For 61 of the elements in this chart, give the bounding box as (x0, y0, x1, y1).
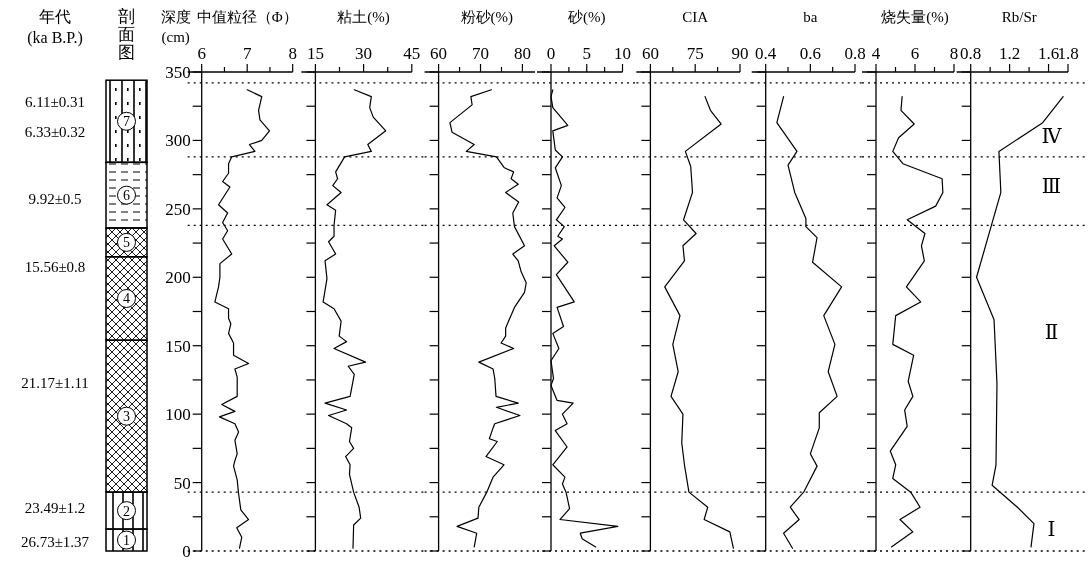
x-tick-label: 1.6 (1037, 44, 1060, 63)
x-tick-label: 60 (641, 44, 659, 63)
x-tick-label: 7 (242, 44, 252, 63)
text: 23.49±1.2 (24, 500, 86, 517)
x-tick-label: 8 (288, 44, 297, 63)
x-tick-label: 5 (582, 44, 591, 63)
text: 年代 (ka B.P.) (27, 8, 83, 47)
series-label: 7 (123, 114, 130, 130)
x-tick-label: 90 (731, 44, 749, 63)
text: 15.56±0.8 (24, 258, 86, 275)
x-tick-label: 10 (614, 44, 631, 63)
y-tick-label: 200 (165, 268, 191, 288)
y-tick-label: 250 (165, 199, 191, 219)
chart-title: 剖面图 (118, 7, 135, 62)
series-label: 1 (123, 533, 130, 549)
annotation: Ⅰ (1047, 518, 1056, 540)
text: 26.73±1.37 (20, 533, 90, 550)
chart-title: 砂(%) (567, 9, 606, 26)
series-label: 2 (123, 503, 130, 519)
x-tick-label: 70 (472, 44, 490, 63)
x-tick-label: 4 (871, 44, 881, 63)
chart-title: 粘土(%) (337, 9, 390, 26)
text: 9.92±0.5 (28, 191, 82, 207)
y-tick-label: 300 (165, 131, 191, 151)
x-tick-label: 0.4 (755, 44, 777, 63)
annotation: Ⅳ (1041, 125, 1063, 147)
y-axis-title: 深度 (cm) (160, 9, 191, 46)
series-label: 3 (123, 409, 130, 425)
x-tick-label: 0.6 (799, 44, 821, 63)
x-tick-label: 80 (513, 44, 531, 63)
annotation: Ⅲ (1041, 174, 1062, 197)
x-tick-label: 30 (355, 44, 373, 63)
y-tick-label: 150 (165, 336, 191, 356)
chart-title: ba (803, 9, 818, 25)
x-tick-label: 0.8 (844, 44, 866, 63)
y-tick-label: 100 (165, 405, 191, 425)
x-tick-label: 6 (197, 44, 206, 63)
x-tick-label: 1.2 (998, 44, 1021, 63)
chart-title: 烧失量(%) (881, 9, 949, 26)
annotation: Ⅱ (1044, 321, 1059, 343)
y-tick-label: 50 (173, 473, 191, 493)
chart-title: Rb/Sr (1001, 9, 1037, 25)
series-label: 5 (123, 235, 130, 251)
x-tick-label: 0 (546, 44, 556, 63)
x-tick-label: 45 (403, 44, 421, 63)
text: 6.33±0.32 (24, 123, 86, 140)
x-tick-label: 0.8 (960, 44, 982, 63)
x-tick-label: 75 (686, 44, 704, 63)
x-tick-label: 15 (306, 44, 324, 63)
x-tick-label: 8 (949, 44, 959, 63)
series-label: 6 (123, 188, 130, 204)
y-tick-label: 350 (165, 63, 191, 82)
series-label: 4 (123, 291, 130, 307)
text: 6.11±0.31 (24, 93, 86, 110)
x-tick-label: 6 (910, 44, 920, 63)
y-tick-label: 0 (182, 542, 191, 561)
chart-title: 粉砂(%) (460, 9, 514, 26)
chart-title: 中值粒径（Φ） (196, 9, 298, 25)
chart-title: CIA (682, 9, 709, 25)
text: 21.17±1.11 (21, 375, 89, 392)
x-tick-label: 60 (430, 44, 448, 63)
